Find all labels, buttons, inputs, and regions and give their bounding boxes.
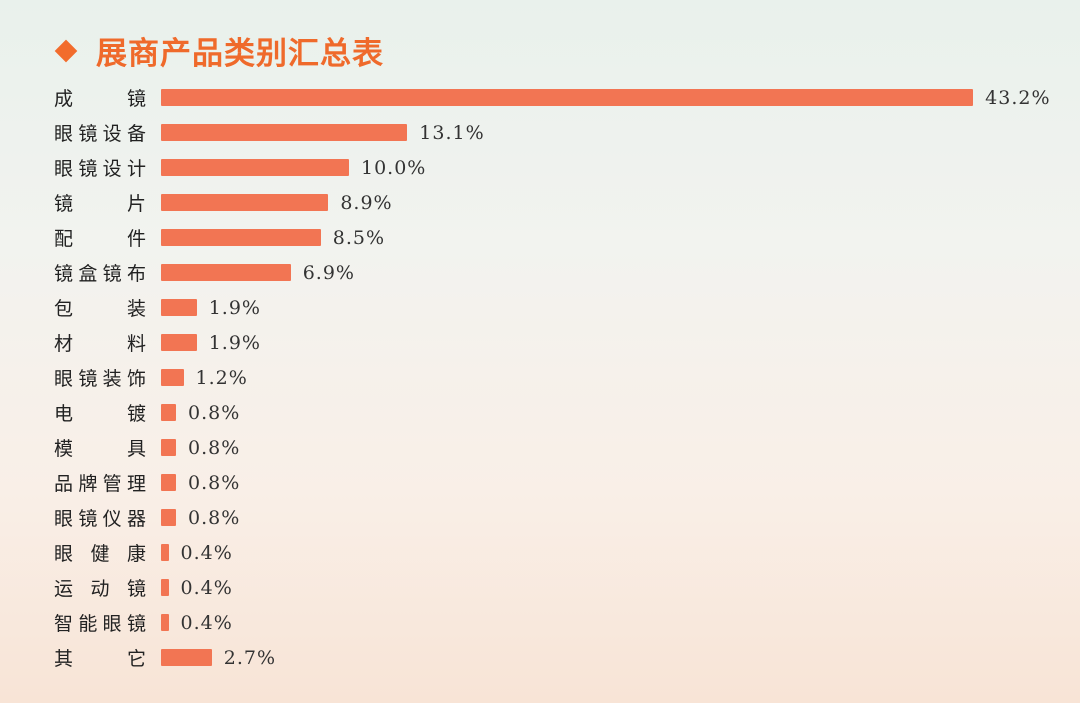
category-label: 电镀 — [54, 403, 146, 425]
category-label: 包装 — [54, 298, 146, 320]
category-label: 配件 — [54, 228, 146, 250]
bar — [161, 439, 177, 456]
value-label: 1.9% — [208, 331, 261, 354]
category-label: 模具 — [54, 438, 146, 460]
bar — [161, 404, 177, 421]
chart-title: 展商产品类别汇总表 — [96, 36, 384, 72]
diamond-bullet-icon — [54, 39, 78, 62]
category-label: 智能眼镜 — [54, 613, 146, 635]
value-label: 13.1% — [419, 121, 485, 144]
bar — [161, 614, 169, 631]
bar — [161, 264, 291, 281]
value-label: 1.2% — [195, 366, 248, 389]
bar-row: 包装 1.9% — [0, 290, 1080, 325]
bar-row: 模具 0.8% — [0, 430, 1080, 465]
bar — [161, 229, 321, 246]
category-label: 运动镜 — [54, 578, 146, 600]
bar-row: 眼镜仪器 0.8% — [0, 500, 1080, 535]
category-label: 眼镜装饰 — [54, 368, 146, 390]
bar-row: 镜盒镜布 6.9% — [0, 255, 1080, 290]
chart-title-container: 展商产品类别汇总表 — [52, 28, 384, 73]
bar-row: 配件 8.5% — [0, 220, 1080, 255]
bar — [161, 89, 974, 106]
bar-row: 运动镜 0.4% — [0, 570, 1080, 605]
value-label: 0.4% — [180, 576, 233, 599]
bar — [161, 579, 169, 596]
bar — [161, 369, 184, 386]
bar-row: 材料 1.9% — [0, 325, 1080, 360]
bar — [161, 544, 169, 561]
bar-row: 成镜 43.2% — [0, 80, 1080, 115]
category-label: 其它 — [54, 648, 146, 670]
bar — [161, 194, 329, 211]
category-label: 品牌管理 — [54, 473, 146, 495]
bar-row: 品牌管理 0.8% — [0, 465, 1080, 500]
bar-row: 其它 2.7% — [0, 640, 1080, 675]
value-label: 0.8% — [188, 401, 241, 424]
bar-row: 镜片 8.9% — [0, 185, 1080, 220]
bar — [161, 124, 408, 141]
value-label: 8.9% — [340, 191, 393, 214]
bar — [161, 334, 197, 351]
bar — [161, 159, 349, 176]
category-label: 成镜 — [54, 88, 146, 110]
value-label: 0.8% — [188, 471, 241, 494]
value-label: 10.0% — [361, 156, 427, 179]
bar-row: 眼镜设计 10.0% — [0, 150, 1080, 185]
value-label: 43.2% — [985, 86, 1051, 109]
bar-row: 眼镜设备 13.1% — [0, 115, 1080, 150]
category-label: 眼镜设备 — [54, 123, 146, 145]
value-label: 0.8% — [188, 506, 241, 529]
value-label: 0.4% — [180, 611, 233, 634]
value-label: 8.5% — [332, 226, 386, 249]
category-label: 眼镜仪器 — [54, 508, 146, 530]
value-label: 2.7% — [223, 646, 277, 669]
value-label: 0.4% — [180, 541, 233, 564]
bar-row: 电镀 0.8% — [0, 395, 1080, 430]
value-label: 6.9% — [302, 261, 355, 284]
value-label: 1.9% — [208, 296, 261, 319]
bar — [161, 649, 212, 666]
bar — [161, 474, 177, 491]
bar-row: 眼镜装饰 1.2% — [0, 360, 1080, 395]
bar-row: 智能眼镜 0.4% — [0, 605, 1080, 640]
bar-row: 眼健康 0.4% — [0, 535, 1080, 570]
category-label: 眼健康 — [54, 543, 146, 565]
category-label: 镜盒镜布 — [54, 263, 146, 285]
category-label: 眼镜设计 — [54, 158, 146, 180]
bar — [161, 509, 177, 526]
category-label: 材料 — [54, 333, 146, 355]
category-label: 镜片 — [54, 193, 146, 215]
bar — [161, 299, 197, 316]
value-label: 0.8% — [188, 436, 241, 459]
